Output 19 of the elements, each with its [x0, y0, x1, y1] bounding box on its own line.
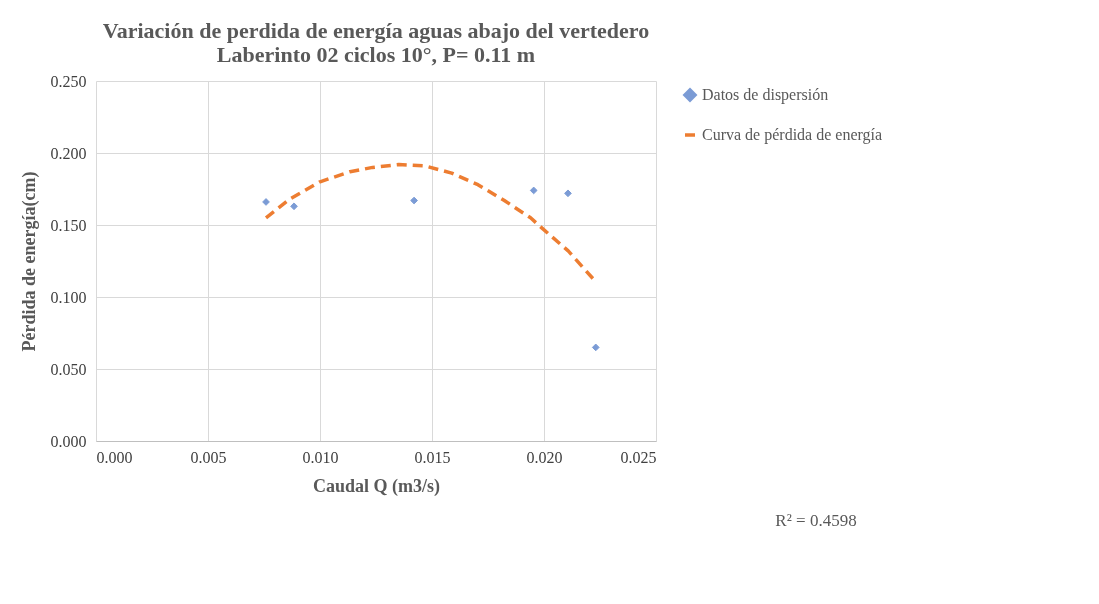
line-series [264, 162, 596, 282]
legend-label: Datos de dispersión [702, 86, 829, 104]
x-tick-label: 0.020 [526, 448, 563, 466]
y-tick-label: 0.050 [50, 360, 87, 378]
x-tick-label: 0.015 [414, 448, 451, 466]
legend-label: Curva de pérdida de energía [702, 126, 883, 144]
y-tick-label: 0.250 [50, 72, 87, 90]
y-axis-title: Pérdida de energía(cm) [18, 171, 40, 352]
x-tick-label: 0.000 [96, 448, 133, 466]
x-tick-label: 0.025 [620, 448, 657, 466]
chart-title: Variación de perdida de energía aguas abajo del vertedero Laberinto 02 ciclos 10°, P= 0.11 m [102, 18, 650, 67]
x-axis-title: Caudal Q (m3/s) [312, 475, 441, 497]
y-tick-label: 0.100 [50, 288, 87, 306]
x-tick-label: 0.010 [302, 448, 339, 466]
y-tick-label: 0.150 [50, 216, 87, 234]
y-tick-label: 0.000 [50, 432, 87, 450]
x-tick-label: 0.005 [190, 448, 227, 466]
text: R² = 0.4598 [775, 511, 857, 530]
y-tick-label: 0.200 [50, 144, 87, 162]
